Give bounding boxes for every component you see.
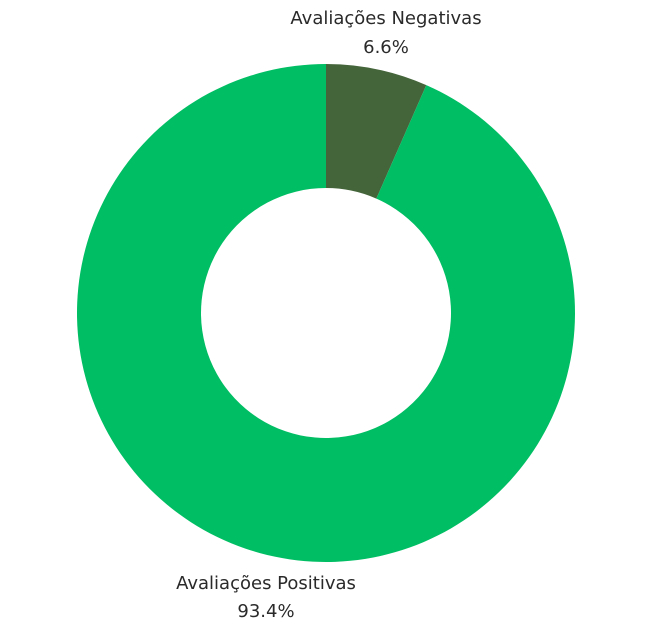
slice-label-positive: Avaliações Positivas — [176, 573, 356, 594]
slice-percent-positive: 93.4% — [237, 601, 294, 622]
slice-percent-negative: 6.6% — [363, 37, 409, 58]
donut-slices — [77, 64, 575, 562]
slice-positive — [77, 64, 575, 562]
slice-label-negative: Avaliações Negativas — [290, 8, 481, 29]
slice-negative — [326, 64, 427, 199]
